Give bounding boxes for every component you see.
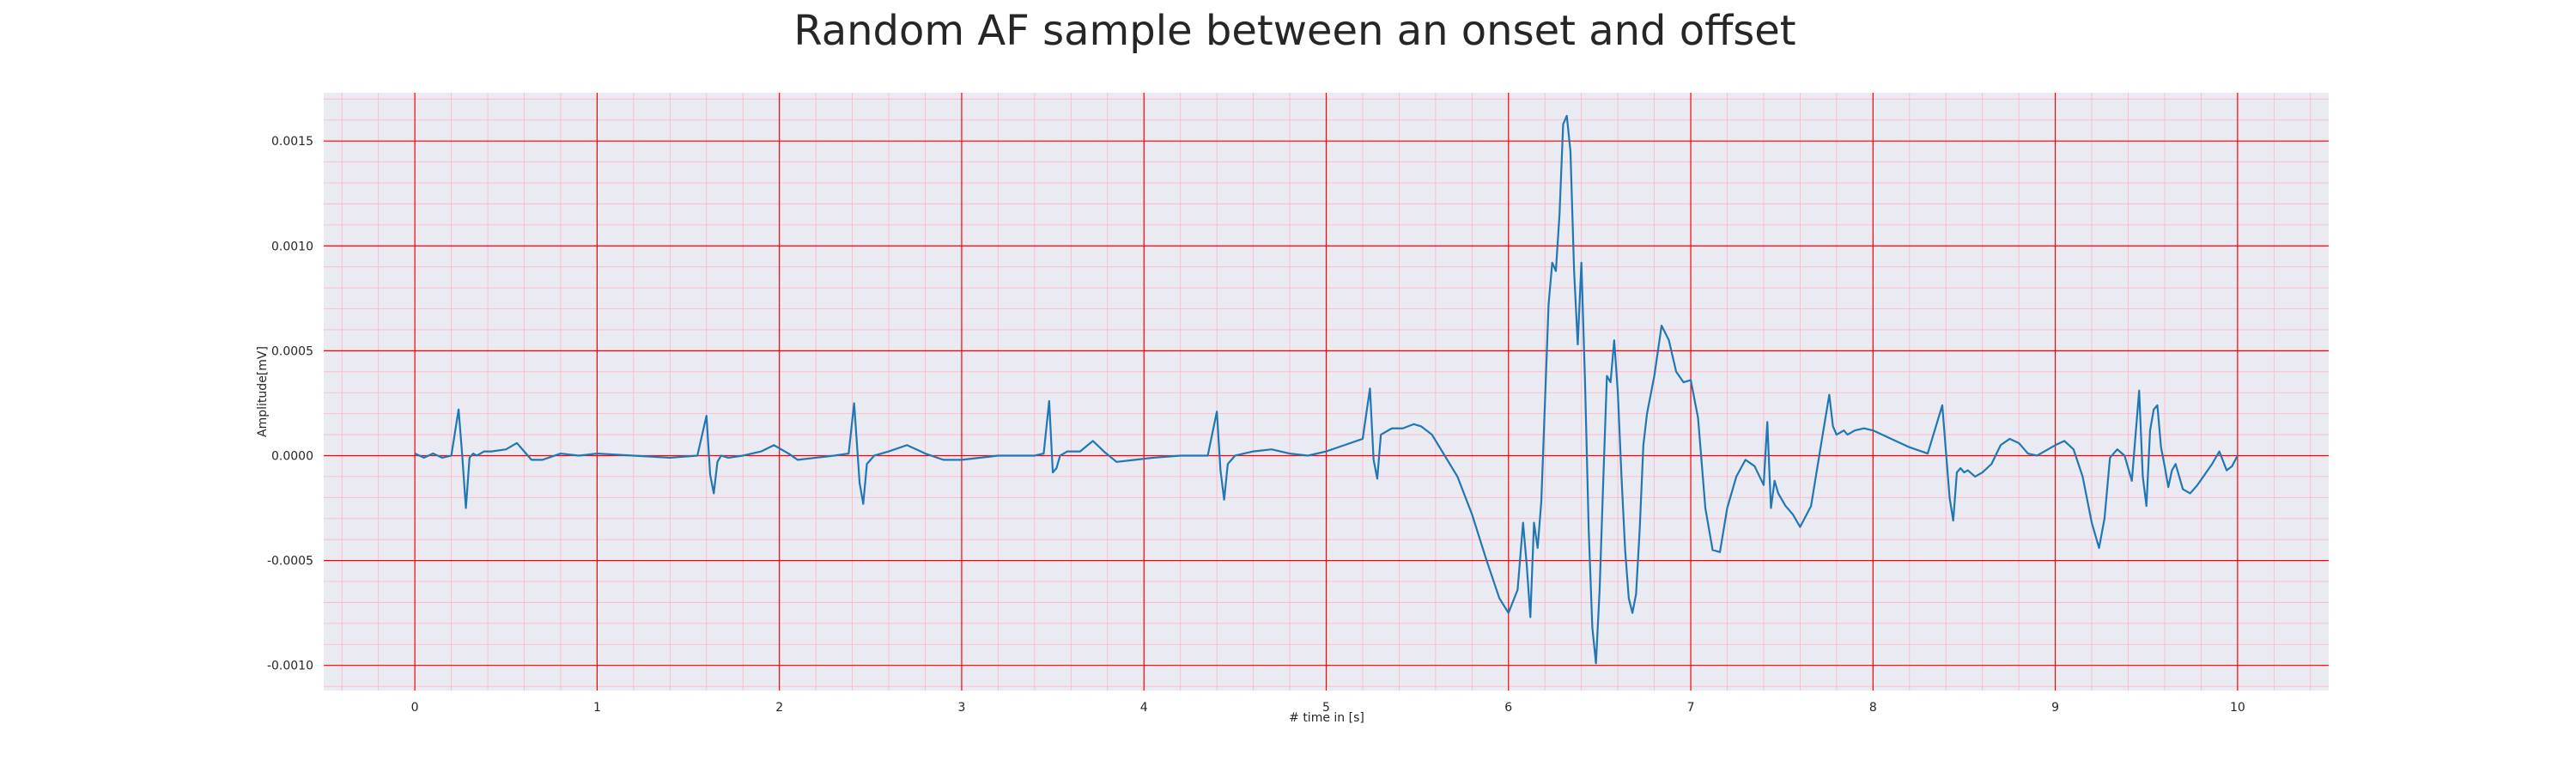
x-tick-labels: 0 1 2 3 4 5 6 7 8 9 10 (411, 701, 2245, 715)
y-axis-label: Amplitude[mV] (256, 346, 270, 437)
x-tick-label: 1 (593, 701, 601, 715)
y-tick-label: -0.0010 (267, 660, 313, 673)
x-tick-label: 9 (2051, 701, 2059, 715)
major-grid (324, 93, 2329, 691)
x-tick-label: 8 (1869, 701, 1877, 715)
x-tick-label: 5 (1322, 701, 1330, 715)
y-tick-label: 0.0000 (271, 449, 313, 463)
y-tick-label: 0.0005 (271, 344, 313, 358)
x-axis-label: # time in [s] (1289, 711, 1364, 725)
x-tick-label: 2 (775, 701, 783, 715)
y-tick-label: 0.0015 (271, 135, 313, 149)
y-tick-label: 0.0010 (271, 240, 313, 253)
x-tick-label: 0 (411, 701, 419, 715)
x-tick-label: 10 (2230, 701, 2245, 715)
x-tick-label: 7 (1687, 701, 1695, 715)
chart-title: Random AF sample between an onset and of… (793, 7, 1795, 55)
y-tick-label: -0.0005 (267, 555, 313, 569)
x-tick-label: 3 (957, 701, 965, 715)
x-tick-label: 6 (1504, 701, 1512, 715)
y-tick-labels: -0.0010 -0.0005 0.0000 0.0005 0.0010 0.0015 (267, 135, 313, 673)
series-line-ecg (414, 114, 2239, 665)
x-tick-label: 4 (1140, 701, 1148, 715)
